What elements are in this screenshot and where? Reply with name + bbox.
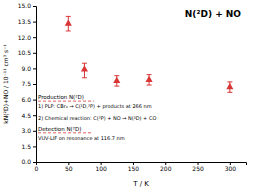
y-tick-mark <box>33 53 36 54</box>
y-tick: 1.5 <box>21 143 36 150</box>
y-tick: 3.0 <box>21 127 36 134</box>
y-tick: 9.0 <box>21 65 36 72</box>
data-point <box>146 76 153 82</box>
x-axis-title: T / K <box>132 180 149 188</box>
x-tick-label: 150 <box>128 165 140 172</box>
y-tick-label: 10.5 <box>18 49 32 56</box>
x-axis: 0 50 100 150 200 250 300 <box>35 162 247 172</box>
y-tick-label: 9.0 <box>21 65 31 72</box>
y-tick: 7.5 <box>21 80 36 87</box>
x-tick-label: 200 <box>160 165 172 172</box>
y-tick-label: 4.5 <box>21 112 31 119</box>
annotation-underline <box>38 101 94 102</box>
y-tick-mark <box>33 22 36 23</box>
error-bar-cap-down <box>147 85 152 86</box>
y-tick: 0.0 <box>21 158 36 165</box>
y-tick-mark <box>33 6 36 7</box>
error-bar-cap-up <box>227 81 232 82</box>
x-tick: 0 <box>35 162 39 172</box>
annotation: 2) Chemical reaction: C(³P) + NO → N(²D)… <box>38 115 156 121</box>
annotation: 1) PLP: CBr₄ → C(¹D,³P) + products at 26… <box>38 103 152 110</box>
y-tick-label: 13.5 <box>18 18 32 25</box>
x-tick-label: 50 <box>65 165 73 172</box>
error-bar-cap-up <box>114 75 119 76</box>
y-axis-line <box>33 7 37 163</box>
annotation: Detection N(²D) <box>38 126 81 132</box>
data-point <box>65 20 72 26</box>
x-tick-label: 300 <box>225 165 237 172</box>
y-tick-label: 0.0 <box>21 158 31 165</box>
y-tick-label: 7.5 <box>21 80 31 87</box>
annotation: VUV-LIF on resonance at 116.7 nm <box>38 135 125 141</box>
y-tick-label: 1.5 <box>21 143 31 150</box>
x-tick: 250 <box>192 162 204 172</box>
y-axis-title: kN(²D)+NO / 10⁻¹¹ cm³ s⁻¹ <box>2 44 9 124</box>
y-tick-mark <box>33 68 36 69</box>
y-tick: 6.0 <box>21 96 36 103</box>
y-tick: 12.0 <box>18 34 36 41</box>
y-tick-mark <box>33 115 36 116</box>
x-tick: 200 <box>160 162 172 172</box>
y-tick-label: 12.0 <box>18 34 32 41</box>
chart: 0 50 100 150 200 250 300 0.0 1.5 3.0 4.5 6.0 7.5 9.0 1… <box>0 0 254 189</box>
y-tick-mark <box>33 162 36 163</box>
x-tick-label: 0 <box>35 165 39 172</box>
y-tick: 4.5 <box>21 112 36 119</box>
y-tick-label: 15.0 <box>18 2 32 9</box>
y-tick-mark <box>33 37 36 38</box>
data-point <box>81 65 88 71</box>
title: N(²D) + NO <box>185 9 242 19</box>
x-tick: 300 <box>225 162 237 172</box>
error-bar-cap-down <box>227 92 232 93</box>
y-tick-mark <box>33 100 36 101</box>
error-bar-cap-up <box>147 74 152 75</box>
y-axis: 0.0 1.5 3.0 4.5 6.0 7.5 9.0 10.5 12.0 13.5 15.0 <box>18 2 37 165</box>
x-tick-label: 250 <box>192 165 204 172</box>
y-tick: 10.5 <box>18 49 36 56</box>
y-tick: 15.0 <box>18 2 36 9</box>
y-tick-mark <box>33 84 36 85</box>
annotation: Production N(²D) <box>38 94 84 100</box>
data-point <box>113 77 120 83</box>
annotation-underline <box>38 132 91 133</box>
y-tick-label: 6.0 <box>21 96 31 103</box>
y-tick-label: 3.0 <box>21 127 31 134</box>
x-tick: 100 <box>95 162 107 172</box>
x-tick: 150 <box>128 162 140 172</box>
error-bar-cap-up <box>66 16 71 17</box>
error-bar-cap-up <box>82 63 87 64</box>
data-point <box>226 83 233 89</box>
error-bar-cap-down <box>114 86 119 87</box>
plot-area <box>65 16 234 92</box>
error-bar-cap-down <box>66 30 71 31</box>
y-tick-mark <box>33 131 36 132</box>
x-tick-label: 100 <box>95 165 107 172</box>
y-tick-mark <box>33 146 36 147</box>
error-bar-cap-down <box>82 77 87 78</box>
x-tick: 50 <box>65 162 73 172</box>
y-tick: 13.5 <box>18 18 36 25</box>
